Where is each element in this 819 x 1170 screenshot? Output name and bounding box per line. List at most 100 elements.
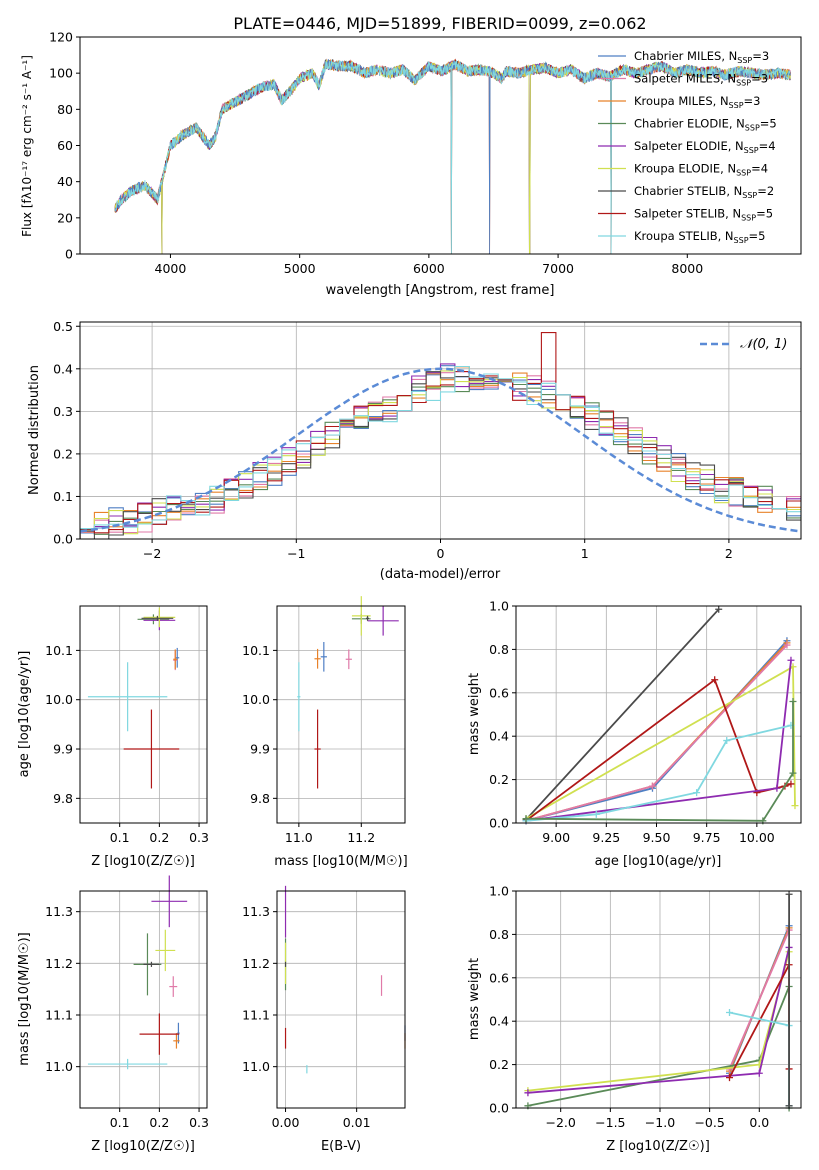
y-tick-label: 0.0 xyxy=(489,816,509,831)
normal-curve xyxy=(79,367,802,533)
errorbar-point-kroupa-elodie xyxy=(143,607,176,628)
mass-vs-metallicity-panel: 0.1 0.2 0.3 11.0 11.1 11.2 11.3 Z [log10(Z/Z☉)… xyxy=(17,875,209,1154)
weight-marker xyxy=(791,802,799,810)
errorbar-point-salpeter-miles xyxy=(345,649,352,670)
y-tick-label: 0.1 xyxy=(53,489,73,504)
x-tick-label: 1 xyxy=(581,546,589,561)
x-tick-label: 0.3 xyxy=(189,1115,209,1130)
y-tick-label: 10.1 xyxy=(242,643,270,658)
weight-vs-metallicity-ylabel: mass weight xyxy=(467,958,482,1040)
x-tick-label: 5000 xyxy=(284,261,316,276)
x-tick-label: 11.2 xyxy=(347,830,375,845)
y-tick-label: 40 xyxy=(57,174,73,189)
weight-marker xyxy=(648,782,656,790)
weight-marker xyxy=(522,815,530,823)
y-tick-label: 0.2 xyxy=(489,1057,509,1072)
mass-vs-extinction-panel: 0.00 0.01 11.0 11.1 11.2 11.3 E(B-V) xyxy=(242,885,406,1154)
weight-marker xyxy=(755,1069,763,1077)
weight-marker xyxy=(723,737,731,745)
weight-vs-age-panel: 9.00 9.25 9.50 9.75 10.000.00.20.40.60.81.0 … xyxy=(467,599,802,869)
y-tick-label: 0 xyxy=(65,247,73,262)
weight-marker xyxy=(785,890,793,898)
x-tick-label: 9.25 xyxy=(592,830,620,845)
y-tick-label: 11.2 xyxy=(45,956,73,971)
x-tick-label: 0.2 xyxy=(149,830,169,845)
errorbar-point-kroupa-miles xyxy=(314,648,321,669)
legend-label-chabrier-elodie: Chabrier ELODIE, NSSP=5 xyxy=(634,117,777,133)
spectrum-panel: PLATE=0446, MJD=51899, FIBERID=0099, z=0… xyxy=(20,14,802,298)
spectrum-line-salpeter-elodie xyxy=(114,60,791,254)
weight-marker xyxy=(773,784,781,792)
weight-marker xyxy=(789,769,797,777)
weight-marker xyxy=(715,605,723,613)
legend-label-kroupa-stelib: Kroupa STELIB, NSSP=5 xyxy=(634,229,765,245)
errorbar-point-chabrier-stelib xyxy=(365,615,370,621)
x-tick-label: 9.00 xyxy=(542,830,570,845)
y-tick-label: 80 xyxy=(57,102,73,117)
spectrum-ylabel: Flux [fλ10⁻¹⁷ erg cm⁻² s⁻¹ A⁻¹] xyxy=(20,55,34,237)
weight-marker xyxy=(524,1089,532,1097)
weight-marker xyxy=(789,697,797,705)
residuals-axes-frame xyxy=(79,321,802,540)
y-tick-label: 120 xyxy=(49,30,73,45)
weight-series-chabrier-elodie xyxy=(522,697,797,825)
errorbar-point-kroupa-miles xyxy=(173,649,178,670)
weight-line xyxy=(525,701,794,822)
residuals-ylabel: Normed distribution xyxy=(27,365,42,495)
x-tick-label: −2 xyxy=(143,546,161,561)
y-tick-label: 60 xyxy=(57,138,73,153)
weight-vs-age-ylabel: mass weight xyxy=(467,673,482,755)
age-vs-metallicity-panel: 0.1 0.2 0.39.89.910.010.1 Z [log10(Z/Z☉)] … xyxy=(17,605,209,869)
y-tick-label: 11.3 xyxy=(242,904,270,919)
legend-label-kroupa-miles: Kroupa MILES, NSSP=3 xyxy=(634,94,760,110)
errorbar-point-chabrier-miles xyxy=(177,1022,180,1044)
normal-legend-label: 𝒩(0, 1) xyxy=(740,337,787,352)
age-vs-mass-xlabel: mass [log10(M/M☉)] xyxy=(274,854,407,869)
weight-vs-age-xlabel: age [log10(age/yr)] xyxy=(595,854,722,869)
x-tick-label: 0.00 xyxy=(272,1115,300,1130)
errorbar-point-salpeter-stelib xyxy=(139,1013,180,1055)
spectrum-line-kroupa-stelib xyxy=(114,59,791,254)
weight-vs-metallicity-panel: −2.0 −1.5 −1.0 −0.5 0.0 0.0 0.2 0.4 0.6 0.8 1.0 Z … xyxy=(467,884,802,1154)
errorbar-point-salpeter-stelib xyxy=(123,709,180,789)
y-tick-label: 0.0 xyxy=(489,1101,509,1116)
x-tick-label: 0.3 xyxy=(189,830,209,845)
y-tick-label: 10.1 xyxy=(45,643,73,658)
residuals-xlabel: (data-model)/error xyxy=(380,567,501,582)
weight-line xyxy=(525,678,792,822)
x-tick-label: 0.01 xyxy=(343,1115,371,1130)
mass-vs-metallicity-axes-frame xyxy=(79,890,208,1109)
x-tick-label: 0.2 xyxy=(149,1115,169,1130)
y-tick-label: 9.9 xyxy=(53,742,73,757)
y-tick-label: 9.8 xyxy=(53,791,73,806)
y-tick-label: 10.0 xyxy=(242,692,270,707)
y-tick-label: 0.4 xyxy=(489,729,509,744)
y-tick-label: 10.0 xyxy=(45,692,73,707)
errorbar-point-salpeter-miles xyxy=(169,976,178,997)
spectrum-line-salpeter-miles xyxy=(114,58,791,254)
y-tick-label: 20 xyxy=(57,210,73,225)
errorbar-point-kroupa-miles xyxy=(173,1033,180,1049)
x-tick-label: 9.75 xyxy=(693,830,721,845)
residuals-panel: −2 −1 0 1 2 0.0 0.1 0.2 0.3 0.4 0.5 (data-model)/e… xyxy=(27,319,802,582)
y-tick-label: 0.6 xyxy=(489,685,509,700)
y-tick-label: 11.2 xyxy=(242,956,270,971)
spectrum-title: PLATE=0446, MJD=51899, FIBERID=0099, z=0… xyxy=(233,14,646,33)
legend-label-kroupa-elodie: Kroupa ELODIE, NSSP=4 xyxy=(634,162,768,178)
x-tick-label: 9.50 xyxy=(643,830,671,845)
y-tick-label: 9.8 xyxy=(250,791,270,806)
histogram-kroupa-stelib xyxy=(80,365,801,539)
age-vs-metallicity-axes-frame xyxy=(79,605,208,824)
errorbar-point-salpeter-elodie xyxy=(151,875,188,928)
x-tick-label: 0.1 xyxy=(110,830,130,845)
x-tick-label: 6000 xyxy=(413,261,445,276)
weight-marker xyxy=(592,810,600,818)
weight-vs-metallicity-axes-frame xyxy=(515,890,802,1109)
spectrum-line-chabrier-miles xyxy=(114,59,791,254)
weight-series-salpeter-elodie xyxy=(524,943,793,1097)
errorbar-point-chabrier-elodie xyxy=(137,614,170,625)
spectrum-line-kroupa-miles xyxy=(114,59,791,254)
errorbar-point-chabrier-miles xyxy=(320,642,327,672)
y-tick-label: 1.0 xyxy=(489,884,509,899)
